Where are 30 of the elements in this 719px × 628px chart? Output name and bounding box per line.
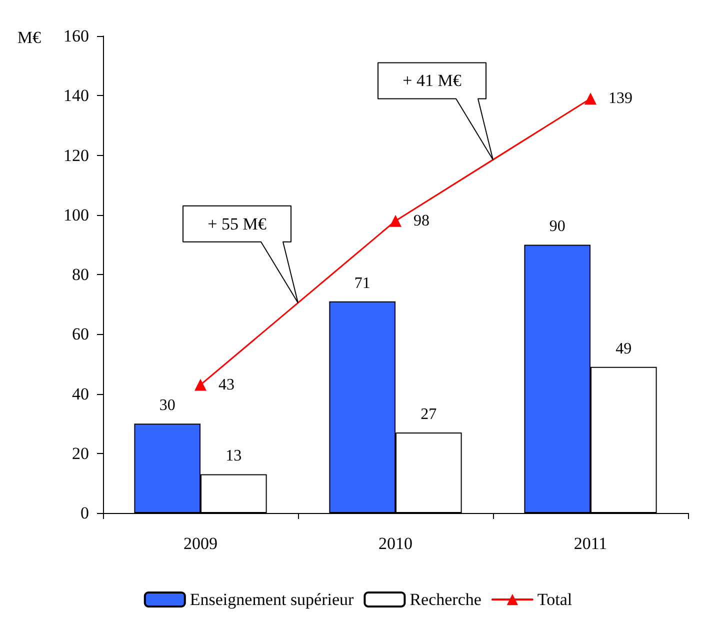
point: [584, 92, 596, 105]
legend-label: Enseignement supérieur: [190, 590, 354, 609]
y-tick-label: 80: [72, 265, 89, 284]
y-axis-title: M€: [17, 28, 42, 47]
y-tick-label: 40: [72, 384, 89, 404]
data-label: 30: [159, 397, 176, 414]
data-label: 98: [414, 212, 430, 230]
data-label: 90: [549, 218, 566, 236]
y-tick-label: 0: [80, 504, 89, 522]
data-label: 71: [354, 274, 370, 292]
y-tick-label: 100: [64, 205, 89, 224]
y-tick-label: 120: [64, 146, 89, 165]
y-tick-label: 20: [72, 444, 89, 463]
y-tick-label: 160: [64, 26, 89, 46]
point: [194, 378, 206, 391]
annotation: + 55 M€: [208, 214, 267, 234]
y-tick-label: 60: [72, 324, 89, 344]
y-tick-label: 140: [64, 86, 89, 106]
data-label: 43: [218, 376, 234, 394]
data-label: 49: [616, 340, 632, 358]
point: [390, 214, 402, 227]
x-tick-label: 2010: [378, 534, 412, 553]
annotation: + 41 M€: [402, 71, 462, 90]
data-label: 13: [226, 448, 242, 465]
x-tick-label: 2009: [184, 534, 218, 553]
x-tick-label: 2011: [574, 534, 608, 553]
legend-label: Recherche: [410, 590, 482, 609]
data-label: 27: [420, 406, 437, 424]
legend-label: Total: [537, 590, 572, 609]
data-label: 139: [608, 90, 632, 108]
